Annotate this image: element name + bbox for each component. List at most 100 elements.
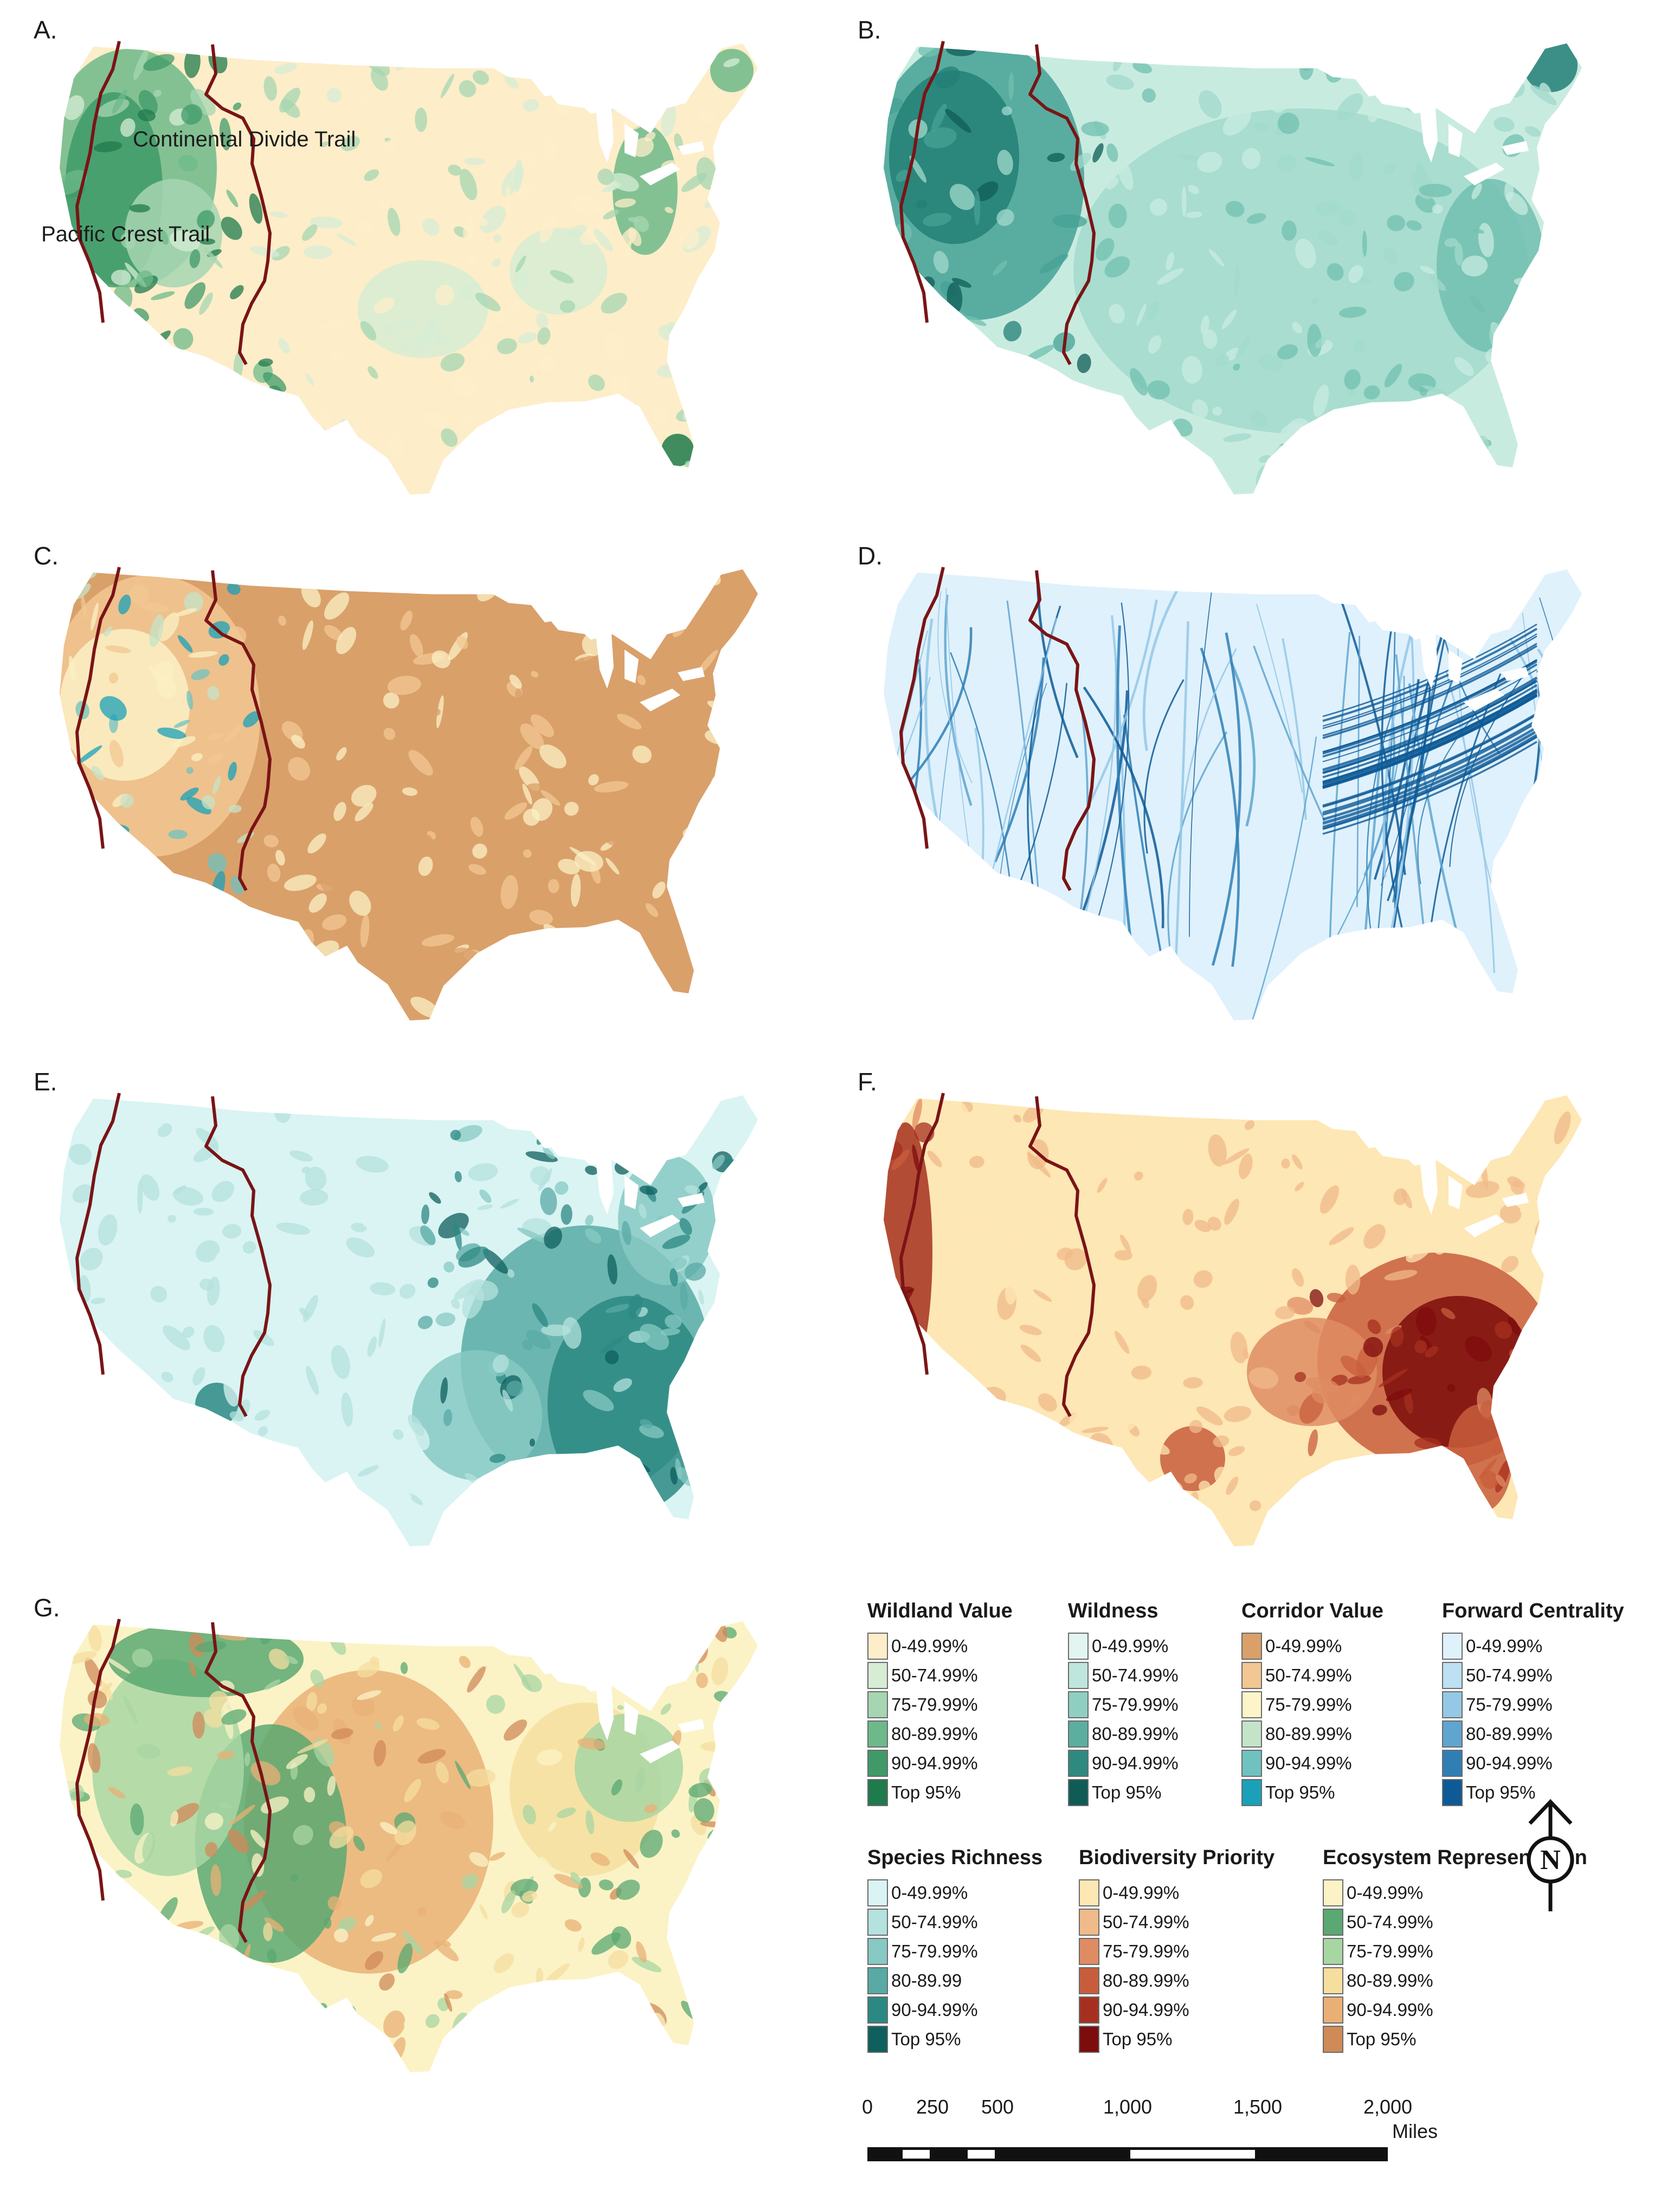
legend-swatch — [1442, 1662, 1463, 1689]
legend-swatch — [1068, 1662, 1089, 1689]
great-lake — [1372, 1140, 1431, 1160]
legend-label: Top 95% — [1265, 1782, 1335, 1802]
legend-title: Corridor Value — [1241, 1600, 1383, 1622]
legend-swatch — [1241, 1662, 1262, 1689]
legend-row: 50-74.99% — [1442, 1661, 1624, 1690]
map-c — [60, 567, 758, 1020]
great-lake — [1464, 163, 1504, 185]
scale-bar: 0 250 500 1,000 1,500 2,000 Miles — [862, 2096, 1464, 2193]
legend-swatch — [1079, 1967, 1099, 1994]
legend-row: Top 95% — [1442, 1778, 1624, 1807]
panel-b: B. — [858, 16, 1648, 515]
legend-row: 0-49.99% — [1079, 1878, 1275, 1908]
great-lake — [1502, 141, 1529, 155]
legend-swatch — [1241, 1691, 1262, 1718]
legend-label: 0-49.99% — [891, 1883, 968, 1903]
great-lake — [1372, 88, 1431, 108]
legend-label: 0-49.99% — [1092, 1636, 1169, 1656]
great-lake — [548, 614, 607, 634]
north-arrow-icon: N — [1527, 1799, 1574, 1911]
continental-divide-trail-label: Continental Divide Trail — [133, 127, 356, 151]
legend-row: 75-79.99% — [1241, 1690, 1383, 1719]
legend-label: Top 95% — [891, 1782, 961, 1802]
panel-f: F. — [858, 1068, 1648, 1567]
legend-label: 50-74.99% — [1103, 1912, 1189, 1932]
legend-title: Species Richness — [867, 1846, 1043, 1869]
great-lake — [678, 141, 705, 155]
legend-row: 0-49.99% — [1241, 1632, 1383, 1661]
legend-row: 80-89.99% — [1241, 1719, 1383, 1749]
panel-g: G. — [34, 1594, 824, 2093]
legend-label: 50-74.99% — [1347, 1912, 1433, 1932]
legend-row: 0-49.99% — [1068, 1632, 1179, 1661]
panel-label-b: B. — [858, 16, 881, 44]
map-e — [60, 1093, 758, 1546]
map-b — [884, 41, 1582, 495]
scale-tick: 1,000 — [1103, 2096, 1153, 2118]
continental-divide-trail-line — [1028, 1096, 1096, 1417]
scale-tick: 250 — [916, 2096, 949, 2118]
legend-row: 75-79.99% — [1079, 1937, 1275, 1966]
legend-corridor-value: Corridor Value 0-49.99% 50-74.99% 75-79.99%… — [1241, 1600, 1383, 1807]
legend-label: 75-79.99% — [1347, 1941, 1433, 1961]
panel-e: E. — [34, 1068, 824, 1567]
legend-swatch — [1323, 1967, 1343, 1994]
legend-row: 80-89.99% — [1323, 1966, 1587, 1995]
legend-label: 80-89.99% — [1466, 1724, 1553, 1744]
legend-swatch — [867, 1779, 888, 1806]
legend-wildness: Wildness 0-49.99% 50-74.99% 75-79.99% 80-89.… — [1068, 1600, 1179, 1807]
legend-label: 0-49.99% — [1265, 1636, 1342, 1656]
legend-row: 0-49.99% — [867, 1632, 1013, 1661]
legend-swatch — [1079, 1996, 1099, 2024]
legend-swatch — [1079, 1879, 1099, 1906]
legend-title: Wildness — [1068, 1600, 1158, 1622]
panel-label-e: E. — [34, 1068, 57, 1096]
legend-swatch — [1442, 1691, 1463, 1718]
legend-label: 80-89.99 — [891, 1970, 962, 1990]
scale-segment — [997, 2147, 1128, 2161]
panel-label-a: A. — [34, 16, 57, 44]
great-lake — [1419, 84, 1438, 163]
legend-row: 75-79.99% — [867, 1690, 1013, 1719]
great-lake — [678, 1193, 705, 1207]
scale-unit: Miles — [1392, 2120, 1438, 2142]
pacific-crest-trail-line — [75, 1093, 121, 1375]
panel-label-f: F. — [858, 1068, 877, 1096]
legend-label: Top 95% — [1103, 2029, 1173, 2049]
legend-swatch — [1442, 1779, 1463, 1806]
map-d — [884, 567, 1582, 1020]
scale-segment — [932, 2147, 965, 2161]
legend-row: 90-94.99% — [1068, 1749, 1179, 1778]
legend-label: 90-94.99% — [1103, 2000, 1189, 2020]
legend-label: 0-49.99% — [891, 1636, 968, 1656]
great-lake — [548, 1666, 607, 1686]
panel-a: A. Continental Divide Trail Pacific Cres… — [34, 16, 824, 515]
pacific-crest-trail-line — [75, 41, 121, 323]
great-lake — [1464, 689, 1504, 711]
legend-label: 50-74.99% — [1092, 1665, 1179, 1685]
great-lake — [548, 1140, 607, 1160]
legend-row: Top 95% — [1323, 2025, 1587, 2054]
pacific-crest-trail-line — [899, 41, 945, 323]
legend-row: 90-94.99% — [1079, 1995, 1275, 2025]
great-lake — [1449, 650, 1463, 683]
legend-row: 90-94.99% — [1442, 1749, 1624, 1778]
legend-row: 90-94.99% — [867, 1995, 1042, 2025]
great-lake — [1419, 1136, 1438, 1215]
great-lake — [1502, 667, 1529, 681]
legend-row: 75-79.99% — [867, 1937, 1042, 1966]
legend-label: 80-89.99% — [1265, 1724, 1352, 1744]
legend-swatch — [1323, 1938, 1343, 1965]
panel-label-c: C. — [34, 542, 59, 570]
legend-swatch — [1241, 1633, 1262, 1660]
great-lake — [640, 689, 680, 711]
legend-row: 90-94.99% — [1323, 1995, 1587, 2025]
legend-swatch — [867, 1909, 888, 1936]
legend-label: 0-49.99% — [1466, 1636, 1543, 1656]
pacific-crest-trail-line — [75, 1619, 121, 1901]
scale-tick: 0 — [861, 2096, 873, 2118]
legend-row: Top 95% — [1068, 1778, 1179, 1807]
legend-row: 80-89.99% — [1079, 1966, 1275, 1995]
pacific-crest-trail-label: Pacific Crest Trail — [41, 222, 210, 246]
legend-label: 80-89.99% — [1347, 1970, 1433, 1990]
